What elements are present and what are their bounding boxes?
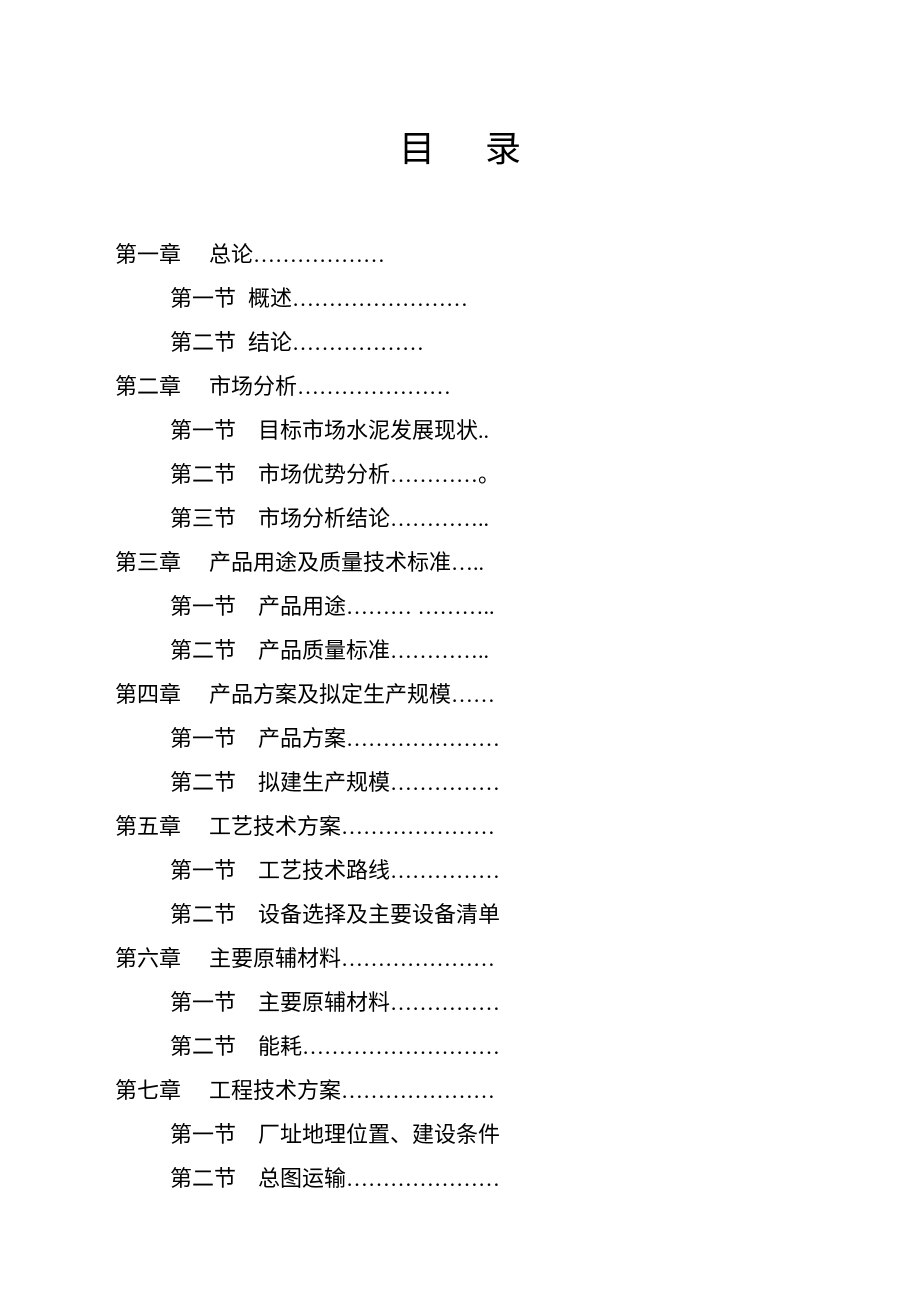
toc-entry: 第一节产品方案………………… bbox=[115, 728, 805, 750]
entry-label: 第六章 bbox=[115, 946, 181, 971]
toc-entry: 第一节主要原辅材料…………… bbox=[115, 992, 805, 1014]
entry-label: 第二节 bbox=[170, 770, 236, 795]
entry-text: 产品质量标准………….. bbox=[258, 638, 489, 663]
entry-label: 第五章 bbox=[115, 814, 181, 839]
toc-entry: 第三节市场分析结论………….. bbox=[115, 508, 805, 530]
toc-entry: 第一节目标市场水泥发展现状.. bbox=[115, 420, 805, 442]
table-of-contents: 第一章总论………………第一节概述……………………第二节结论………………第二章市场… bbox=[115, 244, 805, 1190]
entry-label: 第一节 bbox=[170, 858, 236, 883]
entry-label: 第二节 bbox=[170, 330, 236, 355]
entry-text: 产品方案及拟定生产规模…… bbox=[209, 682, 495, 707]
entry-text: 主要原辅材料………………… bbox=[209, 946, 495, 971]
entry-label: 第二节 bbox=[170, 902, 236, 927]
entry-text: 设备选择及主要设备清单 bbox=[258, 902, 500, 927]
toc-entry: 第一节厂址地理位置、建设条件 bbox=[115, 1124, 805, 1146]
toc-entry: 第二节结论……………… bbox=[115, 332, 805, 354]
entry-label: 第三节 bbox=[170, 506, 236, 531]
entry-text: 总图运输………………… bbox=[258, 1166, 500, 1191]
entry-label: 第一节 bbox=[170, 418, 236, 443]
toc-entry: 第二节产品质量标准………….. bbox=[115, 640, 805, 662]
toc-entry: 第二节市场优势分析…………。 bbox=[115, 464, 805, 486]
toc-entry: 第一节概述…………………… bbox=[115, 288, 805, 310]
toc-entry: 第二节设备选择及主要设备清单 bbox=[115, 904, 805, 926]
entry-label: 第一节 bbox=[170, 594, 236, 619]
toc-entry: 第三章 产品用途及质量技术标准….. bbox=[115, 552, 805, 574]
entry-label: 第一节 bbox=[170, 1122, 236, 1147]
toc-entry: 第一章 总论……………… bbox=[115, 244, 805, 266]
toc-entry: 第五章 工艺技术方案………………… bbox=[115, 816, 805, 838]
entry-label: 第二节 bbox=[170, 462, 236, 487]
toc-entry: 第一节工艺技术路线…………… bbox=[115, 860, 805, 882]
toc-entry: 第二节能耗……………………… bbox=[115, 1036, 805, 1058]
entry-text: 厂址地理位置、建设条件 bbox=[258, 1122, 500, 1147]
entry-label: 第一节 bbox=[170, 726, 236, 751]
toc-entry: 第一节产品用途……… ……….. bbox=[115, 596, 805, 618]
entry-text: 产品用途及质量技术标准….. bbox=[209, 550, 484, 575]
entry-label: 第二节 bbox=[170, 638, 236, 663]
entry-text: 总论……………… bbox=[209, 242, 385, 267]
entry-text: 能耗……………………… bbox=[258, 1034, 500, 1059]
entry-text: 产品方案………………… bbox=[258, 726, 500, 751]
entry-text: 主要原辅材料…………… bbox=[258, 990, 500, 1015]
entry-text: 工艺技术路线…………… bbox=[258, 858, 500, 883]
entry-label: 第三章 bbox=[115, 550, 181, 575]
entry-text: 概述…………………… bbox=[248, 286, 468, 311]
toc-entry: 第六章 主要原辅材料………………… bbox=[115, 948, 805, 970]
entry-label: 第二章 bbox=[115, 374, 181, 399]
entry-label: 第二节 bbox=[170, 1166, 236, 1191]
toc-entry: 第七章 工程技术方案………………… bbox=[115, 1080, 805, 1102]
entry-text: 市场分析结论………….. bbox=[258, 506, 489, 531]
entry-label: 第一节 bbox=[170, 286, 236, 311]
entry-text: 工艺技术方案………………… bbox=[209, 814, 495, 839]
entry-text: 产品用途……… ……….. bbox=[258, 594, 495, 619]
toc-entry: 第二节总图运输………………… bbox=[115, 1168, 805, 1190]
entry-label: 第七章 bbox=[115, 1078, 181, 1103]
entry-label: 第一节 bbox=[170, 990, 236, 1015]
toc-entry: 第二节拟建生产规模…………… bbox=[115, 772, 805, 794]
entry-label: 第四章 bbox=[115, 682, 181, 707]
entry-text: 结论……………… bbox=[248, 330, 424, 355]
entry-text: 市场分析………………… bbox=[209, 374, 451, 399]
entry-text: 工程技术方案………………… bbox=[209, 1078, 495, 1103]
entry-text: 目标市场水泥发展现状.. bbox=[258, 418, 489, 443]
entry-label: 第二节 bbox=[170, 1034, 236, 1059]
entry-label: 第一章 bbox=[115, 242, 181, 267]
toc-entry: 第二章 市场分析………………… bbox=[115, 376, 805, 398]
entry-text: 市场优势分析…………。 bbox=[258, 462, 500, 487]
page-title: 目录 bbox=[115, 120, 805, 172]
toc-entry: 第四章 产品方案及拟定生产规模…… bbox=[115, 684, 805, 706]
entry-text: 拟建生产规模…………… bbox=[258, 770, 500, 795]
